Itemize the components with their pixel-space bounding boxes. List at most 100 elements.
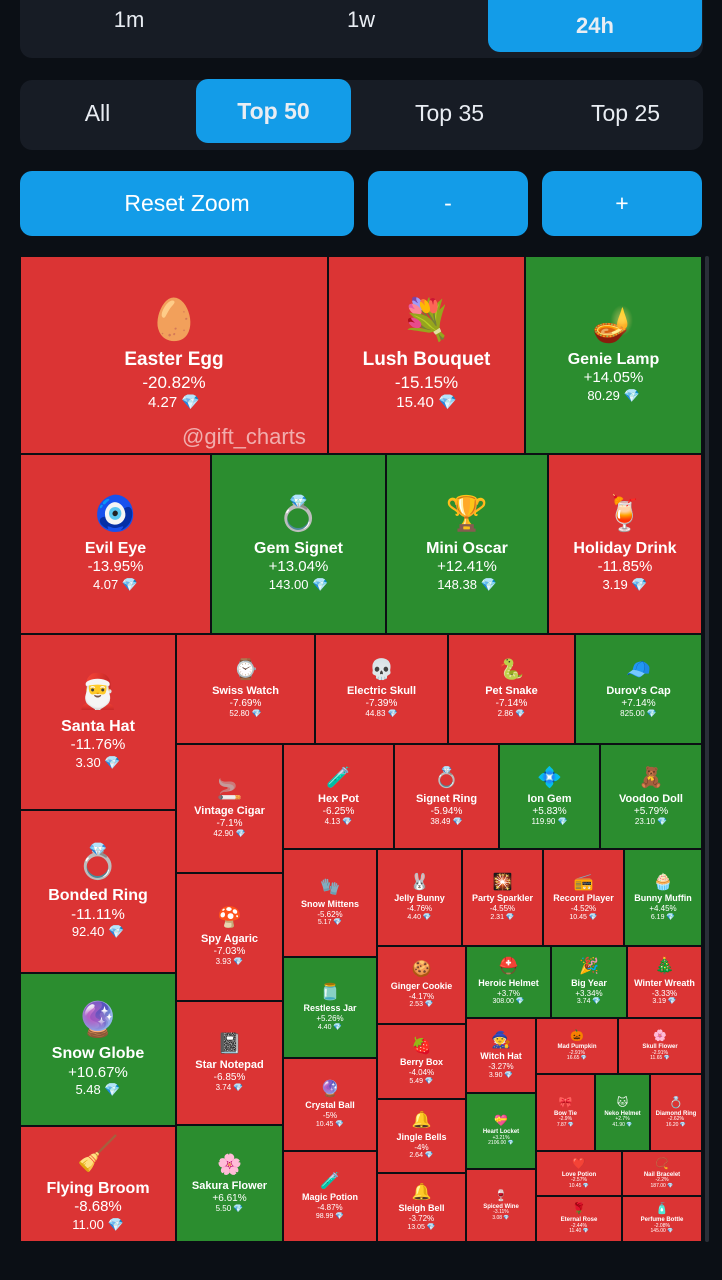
tile-name: Magic Potion [302, 1192, 358, 1203]
tile-price: 10.45 💎 [316, 1121, 344, 1129]
tile-diamond-ring[interactable]: 💍 Diamond Ring -2.62% 16.20 💎 [650, 1074, 702, 1151]
tile-holiday-drink[interactable]: 🍹 Holiday Drink -11.85% 3.19 💎 [548, 454, 702, 634]
filter-top25[interactable]: Top 25 [590, 100, 661, 126]
tile-big-year[interactable]: 🎉 Big Year +3.34% 3.74 💎 [551, 946, 627, 1018]
tile-snow-globe[interactable]: 🔮 Snow Globe +10.67% 5.48 💎 [20, 973, 176, 1126]
tile-lush-bouquet[interactable]: 💐 Lush Bouquet -15.15% 15.40 💎 [328, 256, 525, 454]
tile-spiced-wine[interactable]: 🍷 Spiced Wine -3.11% 3.08 💎 [466, 1169, 536, 1242]
zoom-out-button[interactable]: - [368, 171, 528, 236]
tile-price-value: 11.00 [72, 1216, 104, 1232]
tile-jelly-bunny[interactable]: 🐰 Jelly Bunny -4.76% 4.40 💎 [377, 849, 462, 946]
tile-electric-skull[interactable]: 💀 Electric Skull -7.39% 44.83 💎 [315, 634, 448, 744]
tile-flying-broom[interactable]: 🧹 Flying Broom -8.68% 11.00 💎 [20, 1126, 176, 1242]
tile-love-potion[interactable]: ❤️ Love Potion -2.57% 10.45 💎 [536, 1151, 622, 1196]
tile-skull-flower[interactable]: 🌸 Skull Flower -2.91% 11.65 💎 [618, 1018, 702, 1074]
tile-price-value: 15.40 [396, 394, 434, 412]
tile-winter-wreath[interactable]: 🎄 Winter Wreath -3.33% 3.19 💎 [627, 946, 702, 1018]
tile-ginger-cookie[interactable]: 🍪 Ginger Cookie -4.17% 2.53 💎 [377, 946, 466, 1024]
tile-magic-potion[interactable]: 🧪 Magic Potion -4.87% 98.99 💎 [283, 1151, 377, 1242]
tile-swiss-watch[interactable]: ⌚ Swiss Watch -7.69% 52.80 💎 [176, 634, 315, 744]
gem-signet-icon: 💍 [277, 495, 320, 534]
diamond-ring-icon: 💍 [669, 1096, 683, 1109]
tile-price: 2.53 💎 [409, 1001, 433, 1009]
tile-sleigh-bell[interactable]: 🔔 Sleigh Bell -3.72% 13.05 💎 [377, 1173, 466, 1242]
tile-perfume-bottle[interactable]: 🧴 Perfume Bottle -2.08% 145.00 💎 [622, 1196, 702, 1242]
tile-evil-eye[interactable]: 🧿 Evil Eye -13.95% 4.07 💎 [20, 454, 211, 634]
tile-pet-snake[interactable]: 🐍 Pet Snake -7.14% 2.86 💎 [448, 634, 575, 744]
tile-price-value: 10.45 [569, 913, 587, 921]
tile-price: 187.00 💎 [651, 1183, 674, 1190]
diamond-icon: 💎 [424, 1223, 436, 1231]
tile-heart-locket[interactable]: 💝 Heart Locket +3.21% 2106.00 💎 [466, 1093, 536, 1169]
tile-nail-bracelet[interactable]: 📿 Nail Bracelet -2.2% 187.00 💎 [622, 1151, 702, 1196]
timeframe-24h[interactable]: 24h [488, 0, 702, 52]
tile-star-notepad[interactable]: 📓 Star Notepad -6.85% 3.74 💎 [176, 1001, 283, 1125]
tile-voodoo-doll[interactable]: 🧸 Voodoo Doll +5.79% 23.10 💎 [600, 744, 702, 849]
tile-witch-hat[interactable]: 🧙 Witch Hat -3.27% 3.90 💎 [466, 1018, 536, 1093]
snow-mittens-icon: 🧤 [320, 879, 340, 897]
tile-change: -4.76% [406, 904, 433, 913]
bunny-muffin-icon: 🧁 [653, 873, 673, 891]
tile-price: 11.40 💎 [569, 1229, 589, 1235]
tile-price-value: 42.90 [213, 828, 234, 838]
big-year-icon: 🎉 [579, 958, 599, 976]
timeframe-1m[interactable]: 1m [113, 7, 145, 32]
tile-price-value: 98.99 [315, 1212, 334, 1220]
tile-santa-hat[interactable]: 🎅 Santa Hat -11.76% 3.30 💎 [20, 634, 176, 810]
scrollbar[interactable] [705, 256, 709, 1242]
diamond-icon: 💎 [664, 913, 676, 921]
tile-price: 3.93 💎 [216, 957, 244, 967]
diamond-icon: 💎 [118, 576, 139, 592]
tile-ion-gem[interactable]: 💠 Ion Gem +5.83% 119.90 💎 [499, 744, 600, 849]
tile-crystal-ball[interactable]: 🔮 Crystal Ball -5% 10.45 💎 [283, 1058, 377, 1151]
treemap[interactable]: 🥚 Easter Egg -20.82% 4.27 💎 💐 Lush Bouquet -15… [20, 256, 702, 1242]
reset-zoom-button[interactable]: Reset Zoom [20, 171, 354, 236]
tile-price: 52.80 💎 [229, 709, 261, 719]
filter-all[interactable]: All [84, 100, 111, 126]
tile-eternal-rose[interactable]: 🌹 Eternal Rose -2.44% 11.40 💎 [536, 1196, 622, 1242]
tile-bonded-ring[interactable]: 💍 Bonded Ring -11.11% 92.40 💎 [20, 810, 176, 973]
tile-name: Genie Lamp [567, 350, 660, 368]
tile-price: 143.00 💎 [269, 577, 329, 592]
diamond-icon: 💎 [555, 816, 568, 826]
tile-name: Bonded Ring [48, 887, 148, 904]
filter-top50[interactable]: Top 50 [196, 79, 351, 143]
tile-berry-box[interactable]: 🍓 Berry Box -4.04% 5.49 💎 [377, 1024, 466, 1099]
tile-heroic-helmet[interactable]: ⛑️ Heroic Helmet +3.7% 308.00 💎 [466, 946, 551, 1018]
tile-name: Spiced Wine [483, 1203, 519, 1210]
tile-price: 92.40 💎 [72, 924, 124, 939]
diamond-icon: 💎 [619, 387, 640, 403]
timeframe-1w[interactable]: 1w [346, 7, 376, 32]
tile-name: Perfume Bottle [640, 1217, 684, 1224]
tile-price: 119.90 💎 [531, 816, 568, 827]
tile-change: -4.87% [317, 1203, 343, 1212]
tile-easter-egg[interactable]: 🥚 Easter Egg -20.82% 4.27 💎 [20, 256, 328, 454]
tile-jingle-bells[interactable]: 🔔 Jingle Bells -4% 2.64 💎 [377, 1099, 466, 1173]
tile-hex-pot[interactable]: 🧪 Hex Pot -6.25% 4.13 💎 [283, 744, 394, 849]
tile-restless-jar[interactable]: 🫙 Restless Jar +5.26% 4.40 💎 [283, 957, 377, 1058]
tile-record-player[interactable]: 📻 Record Player -4.52% 10.45 💎 [543, 849, 624, 946]
tile-gem-signet[interactable]: 💍 Gem Signet +13.04% 143.00 💎 [211, 454, 386, 634]
tile-sakura-flower[interactable]: 🌸 Sakura Flower +6.61% 5.50 💎 [176, 1125, 283, 1242]
tile-party-sparkler[interactable]: 🎇 Party Sparkler -4.55% 2.31 💎 [462, 849, 543, 946]
tile-vintage-cigar[interactable]: 🚬 Vintage Cigar -7.1% 42.90 💎 [176, 744, 283, 873]
diamond-icon: 💎 [231, 1083, 244, 1093]
tile-neko-helmet[interactable]: 🐱 Neko Helmet +2.7% 41.90 💎 [595, 1074, 650, 1151]
tile-bunny-muffin[interactable]: 🧁 Bunny Muffin +4.45% 6.19 💎 [624, 849, 702, 946]
tile-durov-s-cap[interactable]: 🧢 Durov's Cap +7.14% 825.00 💎 [575, 634, 702, 744]
tile-snow-mittens[interactable]: 🧤 Snow Mittens -5.62% 5.17 💎 [283, 849, 377, 957]
tile-signet-ring[interactable]: 💍 Signet Ring -5.94% 38.49 💎 [394, 744, 499, 849]
tile-spy-agaric[interactable]: 🍄 Spy Agaric -7.03% 3.93 💎 [176, 873, 283, 1001]
filter-top35[interactable]: Top 35 [414, 100, 485, 126]
diamond-icon: 💎 [678, 1121, 687, 1128]
tile-price-value: 119.90 [531, 816, 556, 826]
tile-mini-oscar[interactable]: 🏆 Mini Oscar +12.41% 148.38 💎 [386, 454, 548, 634]
zoom-in-button[interactable]: + [542, 171, 702, 236]
flying-broom-icon: 🧹 [76, 1135, 120, 1174]
tile-price: 15.40 💎 [396, 394, 456, 412]
tile-bow-tie[interactable]: 🎀 Bow Tie -2.9% 7.87 💎 [536, 1074, 595, 1151]
tile-mad-pumpkin[interactable]: 🎃 Mad Pumpkin -2.91% 16.65 💎 [536, 1018, 618, 1074]
tile-genie-lamp[interactable]: 🪔 Genie Lamp +14.05% 80.29 💎 [525, 256, 702, 454]
tile-price-value: 4.13 [324, 816, 341, 826]
easter-egg-icon: 🥚 [149, 298, 199, 343]
